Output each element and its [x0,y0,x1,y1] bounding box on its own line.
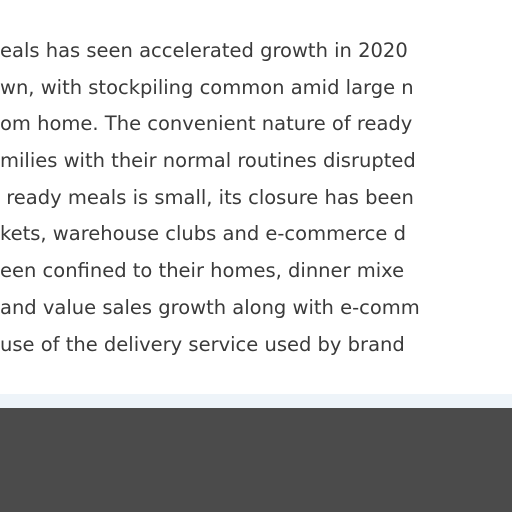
article-paragraph: eals has seen accelerated growth in 2020… [0,33,512,363]
paragraph-line: ready meals is small, its closure has be… [0,185,414,209]
paragraph-line: een confined to their homes, dinner mixe [0,259,405,283]
article-content: eals has seen accelerated growth in 2020… [0,33,512,363]
paragraph-line: om home. The convenient nature of ready [0,112,413,136]
paragraph-line: wn, with stockpiling common amid large n [0,75,414,99]
paragraph-line: kets, warehouse clubs and e-commerce d [0,222,406,246]
paragraph-line: milies with their normal routines disrup… [0,149,416,173]
paragraph-line: use of the delivery service used by bran… [0,332,405,356]
paragraph-line: eals has seen accelerated growth in 2020 [0,39,408,62]
page-footer [0,408,512,512]
section-divider [0,394,512,408]
paragraph-line: and value sales growth along with e-comm [0,295,420,319]
